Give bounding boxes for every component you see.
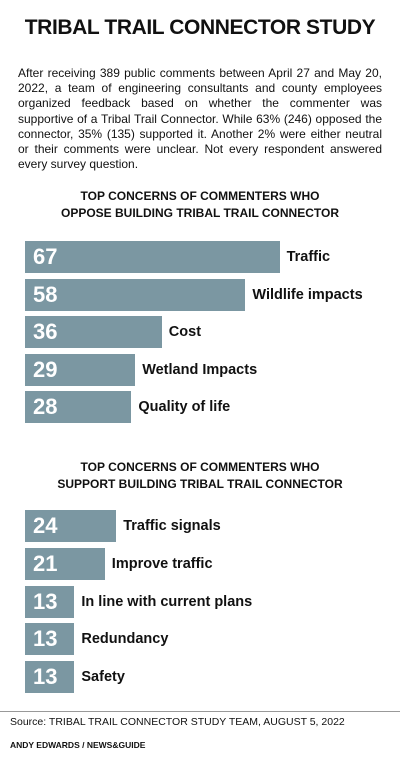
bar	[25, 510, 117, 542]
value-label: 13	[33, 626, 58, 652]
bar	[25, 547, 105, 580]
category-label: Improve traffic	[111, 555, 213, 572]
value-label: 58	[33, 281, 58, 307]
bar	[25, 353, 136, 386]
divider	[0, 711, 400, 712]
category-label: Redundancy	[81, 631, 169, 648]
value-label: 29	[33, 356, 58, 382]
value-label: 13	[33, 588, 58, 614]
chart-title: TOP CONCERNS OF COMMENTERS WHO	[80, 460, 320, 474]
bar	[25, 316, 162, 348]
category-label: Cost	[168, 324, 202, 340]
value-label: 36	[33, 319, 58, 344]
bar	[25, 241, 280, 273]
chart-title: TOP CONCERNS OF COMMENTERS WHO	[80, 189, 320, 203]
category-label: In line with current plans	[81, 593, 253, 610]
credit: ANDY EDWARDS / NEWS&GUIDE	[10, 740, 146, 750]
bar	[25, 391, 132, 423]
value-label: 28	[33, 394, 58, 419]
category-label: Safety	[81, 669, 125, 686]
category-label: Traffic	[286, 249, 331, 265]
category-label: Traffic signals	[123, 518, 221, 534]
bar	[25, 623, 75, 656]
category-label: Quality of life	[138, 399, 231, 415]
value-label: 24	[33, 513, 58, 538]
category-label: Wetland Impacts	[142, 361, 258, 378]
bar	[25, 585, 75, 618]
source: Source: TRIBAL TRAIL CONNECTOR STUDY TEA…	[10, 716, 345, 728]
category-label: Wildlife impacts	[252, 286, 363, 303]
title: TRIBAL TRAIL CONNECTOR STUDY	[24, 16, 376, 39]
chart-title: OPPOSE BUILDING TRIBAL TRAIL CONNECTOR	[60, 206, 339, 220]
bar	[25, 278, 246, 311]
chart-title: SUPPORT BUILDING TRIBAL TRAIL CONNECTOR	[57, 477, 343, 491]
value-label: 13	[33, 664, 58, 690]
intro-text: After receiving 389 public comments betw…	[18, 66, 382, 172]
value-label: 21	[33, 550, 58, 576]
bar	[25, 661, 75, 694]
value-label: 67	[33, 244, 58, 269]
